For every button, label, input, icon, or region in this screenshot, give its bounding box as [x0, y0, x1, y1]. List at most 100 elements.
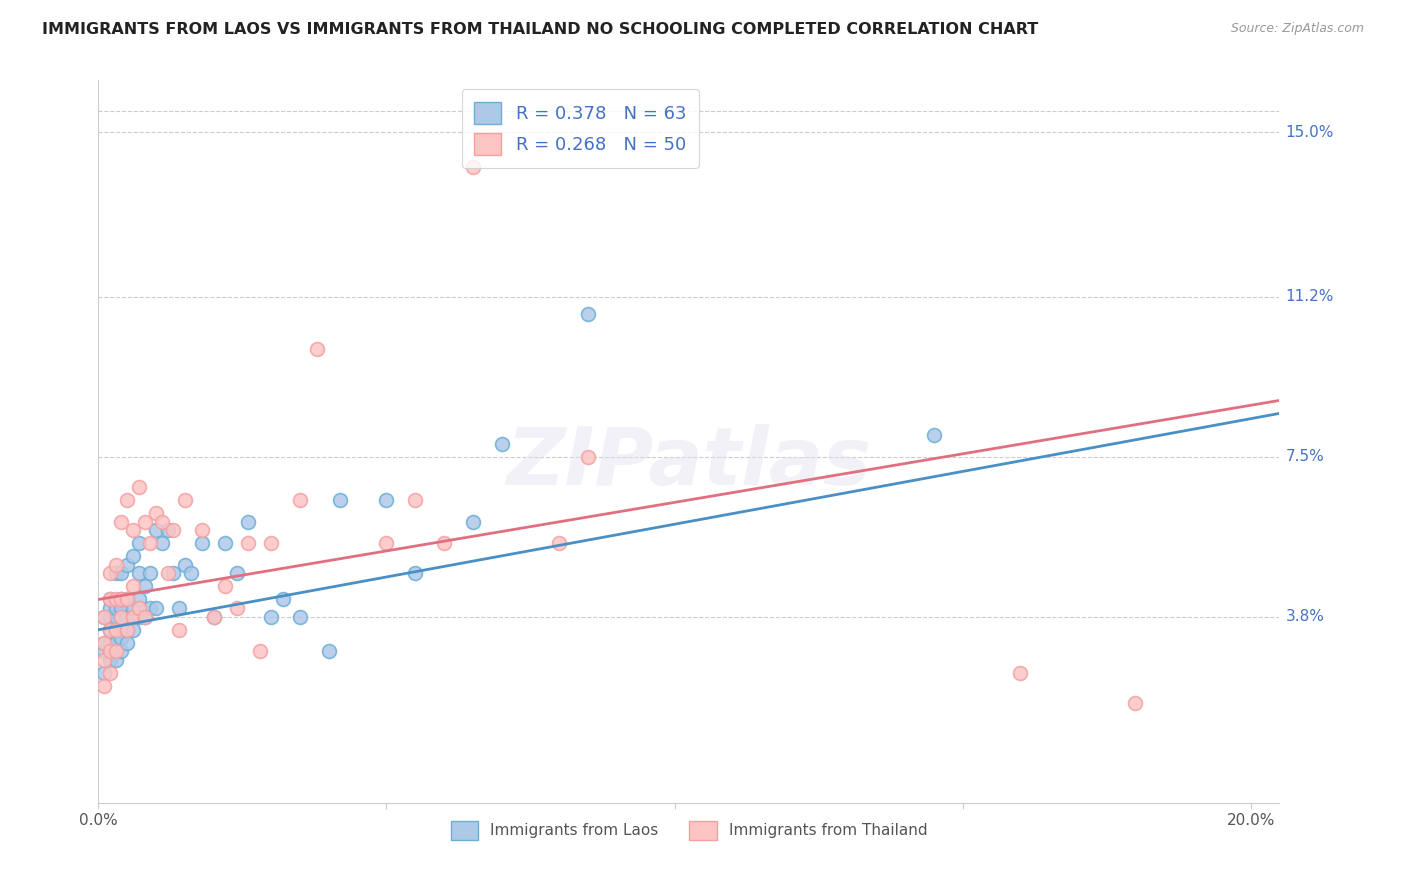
Point: [122, 601, 145, 615]
Point: [1125, 696, 1147, 710]
Point: [173, 558, 195, 572]
Point: [238, 515, 260, 529]
Point: [139, 536, 162, 550]
Point: [404, 492, 426, 507]
Point: [93, 609, 115, 624]
Point: [433, 536, 456, 550]
Point: [249, 644, 271, 658]
Point: [110, 609, 132, 624]
Point: [288, 492, 311, 507]
Point: [110, 515, 132, 529]
Point: [260, 536, 283, 550]
Point: [288, 609, 311, 624]
Point: [115, 492, 138, 507]
Point: [1010, 665, 1032, 680]
Point: [104, 601, 127, 615]
Text: Source: ZipAtlas.com: Source: ZipAtlas.com: [1230, 22, 1364, 36]
Point: [139, 566, 162, 581]
Point: [93, 679, 115, 693]
Point: [922, 428, 945, 442]
Point: [225, 601, 247, 615]
Point: [145, 523, 167, 537]
Point: [110, 601, 132, 615]
Point: [110, 566, 132, 581]
Point: [156, 523, 179, 537]
Point: [115, 558, 138, 572]
Point: [202, 609, 225, 624]
Point: [98, 592, 121, 607]
Point: [162, 523, 184, 537]
Point: [145, 601, 167, 615]
Point: [271, 592, 294, 607]
Point: [548, 536, 571, 550]
Point: [98, 592, 121, 607]
Point: [115, 609, 138, 624]
Point: [139, 601, 162, 615]
Point: [128, 592, 150, 607]
Text: 11.2%: 11.2%: [1285, 289, 1334, 304]
Point: [104, 623, 127, 637]
Point: [491, 436, 513, 450]
Point: [104, 566, 127, 581]
Point: [93, 644, 115, 658]
Point: [145, 506, 167, 520]
Point: [110, 644, 132, 658]
Point: [93, 653, 115, 667]
Point: [115, 592, 138, 607]
Point: [150, 536, 173, 550]
Point: [134, 609, 156, 624]
Point: [93, 636, 115, 650]
Point: [128, 566, 150, 581]
Point: [93, 665, 115, 680]
Point: [110, 632, 132, 646]
Point: [173, 492, 195, 507]
Text: 3.8%: 3.8%: [1285, 609, 1324, 624]
Point: [115, 623, 138, 637]
Point: [93, 609, 115, 624]
Point: [122, 549, 145, 564]
Point: [98, 623, 121, 637]
Text: IMMIGRANTS FROM LAOS VS IMMIGRANTS FROM THAILAND NO SCHOOLING COMPLETED CORRELAT: IMMIGRANTS FROM LAOS VS IMMIGRANTS FROM …: [42, 22, 1039, 37]
Point: [110, 609, 132, 624]
Point: [191, 536, 214, 550]
Point: [375, 536, 398, 550]
Point: [307, 342, 329, 356]
Point: [98, 636, 121, 650]
Point: [128, 609, 150, 624]
Point: [167, 601, 190, 615]
Point: [122, 609, 145, 624]
Point: [134, 515, 156, 529]
Point: [122, 623, 145, 637]
Point: [93, 636, 115, 650]
Point: [260, 609, 283, 624]
Point: [461, 160, 484, 174]
Point: [214, 579, 236, 593]
Point: [104, 558, 127, 572]
Point: [156, 566, 179, 581]
Point: [162, 566, 184, 581]
Point: [576, 450, 599, 464]
Point: [98, 653, 121, 667]
Point: [104, 653, 127, 667]
Point: [110, 592, 132, 607]
Point: [98, 609, 121, 624]
Point: [98, 644, 121, 658]
Text: 7.5%: 7.5%: [1285, 450, 1324, 464]
Point: [404, 566, 426, 581]
Text: ZIPatlas: ZIPatlas: [506, 425, 872, 502]
Point: [115, 623, 138, 637]
Point: [134, 579, 156, 593]
Legend: Immigrants from Laos, Immigrants from Thailand: Immigrants from Laos, Immigrants from Th…: [444, 815, 934, 846]
Point: [461, 515, 484, 529]
Point: [576, 307, 599, 321]
Point: [104, 623, 127, 637]
Point: [238, 536, 260, 550]
Point: [225, 566, 247, 581]
Point: [128, 536, 150, 550]
Point: [128, 601, 150, 615]
Point: [98, 623, 121, 637]
Text: 15.0%: 15.0%: [1285, 125, 1334, 140]
Point: [128, 480, 150, 494]
Point: [202, 609, 225, 624]
Point: [318, 644, 340, 658]
